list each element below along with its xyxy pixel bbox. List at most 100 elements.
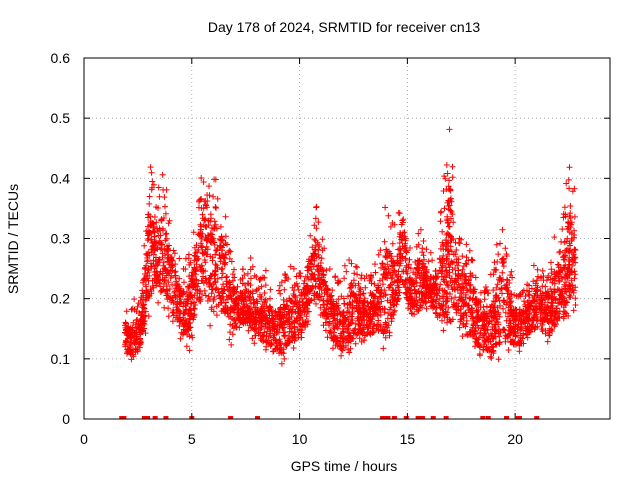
- data-point: [386, 284, 393, 291]
- data-point: [126, 327, 132, 334]
- data-point: [173, 304, 180, 311]
- data-point: [294, 283, 301, 290]
- data-point: [181, 279, 187, 286]
- data-point: [188, 293, 195, 299]
- data-point: [249, 263, 256, 270]
- data-point: [249, 324, 256, 331]
- data-point: [193, 277, 200, 284]
- data-point: [276, 287, 282, 294]
- data-point: [249, 290, 256, 297]
- data-point: [222, 309, 228, 316]
- data-point: [281, 355, 288, 362]
- data-point: [297, 304, 303, 311]
- data-point: [247, 255, 254, 261]
- data-point: [155, 184, 162, 191]
- data-point: [146, 293, 153, 300]
- data-point: [389, 274, 396, 281]
- data-point: [282, 341, 289, 348]
- data-point: [145, 267, 152, 274]
- data-point: [344, 337, 351, 344]
- data-point: [393, 271, 400, 278]
- data-point: [376, 277, 383, 284]
- data-point: [277, 341, 284, 348]
- data-point: [183, 343, 190, 350]
- data-point: [198, 244, 205, 251]
- data-point: [162, 252, 169, 259]
- data-point: [253, 298, 260, 305]
- data-point: [372, 269, 379, 276]
- data-point: [349, 317, 356, 324]
- data-point: [151, 233, 158, 240]
- data-point: [266, 312, 273, 319]
- data-point: [381, 287, 388, 294]
- data-point: [284, 302, 291, 309]
- data-point: [172, 314, 179, 321]
- data-point: [316, 296, 323, 303]
- data-point: [367, 300, 374, 307]
- data-point: [343, 268, 350, 275]
- data-point: [197, 265, 204, 271]
- data-point: [375, 284, 382, 291]
- data-point: [198, 175, 205, 181]
- data-point: [157, 283, 164, 290]
- data-point: [211, 218, 218, 225]
- data-point: [341, 262, 348, 269]
- data-point: [357, 322, 364, 329]
- data-point: [341, 334, 347, 340]
- data-point: [220, 281, 227, 288]
- data-point: [122, 319, 129, 326]
- data-point: [281, 321, 288, 328]
- data-point: [331, 311, 338, 318]
- data-point: [290, 303, 297, 310]
- data-point: [287, 263, 294, 270]
- data-point: [147, 164, 154, 171]
- data-point: [385, 310, 392, 317]
- data-point: [406, 256, 413, 263]
- data-point: [194, 290, 201, 297]
- data-point: [247, 294, 253, 301]
- data-point: [374, 312, 381, 319]
- data-point: [154, 246, 161, 252]
- data-point: [249, 335, 256, 342]
- data-point: [275, 308, 282, 315]
- data-point: [335, 296, 342, 303]
- data-point: [403, 291, 410, 298]
- data-point: [306, 264, 313, 270]
- data-point: [146, 229, 153, 236]
- data-point: [334, 325, 341, 332]
- data-point: [188, 332, 195, 339]
- data-point: [148, 260, 155, 267]
- y-tick-label: 0.5: [51, 110, 71, 126]
- data-point: [190, 281, 197, 288]
- data-point: [204, 297, 211, 304]
- data-point: [350, 335, 357, 342]
- data-point: [141, 318, 148, 324]
- data-point: [272, 337, 279, 344]
- data-point: [327, 329, 334, 336]
- data-point: [223, 299, 229, 306]
- data-point: [312, 215, 319, 222]
- data-point: [367, 310, 373, 317]
- data-point: [179, 320, 186, 327]
- data-point: [305, 308, 312, 315]
- data-point: [402, 255, 409, 262]
- data-point: [340, 329, 347, 336]
- data-point: [401, 242, 408, 249]
- data-point: [402, 284, 409, 291]
- data-point: [288, 329, 295, 336]
- x-tick-label: 5: [188, 431, 196, 447]
- data-point: [403, 277, 409, 283]
- data-point: [140, 301, 147, 308]
- data-point: [409, 303, 416, 310]
- data-point: [190, 229, 197, 236]
- data-point: [400, 216, 407, 223]
- data-point: [358, 275, 365, 282]
- data-point: [197, 221, 204, 228]
- data-point: [354, 271, 361, 278]
- data-point: [308, 276, 315, 283]
- data-point: [220, 305, 227, 312]
- data-point: [191, 252, 198, 259]
- data-point: [239, 290, 246, 297]
- data-point: [205, 222, 212, 229]
- data-point: [318, 255, 325, 262]
